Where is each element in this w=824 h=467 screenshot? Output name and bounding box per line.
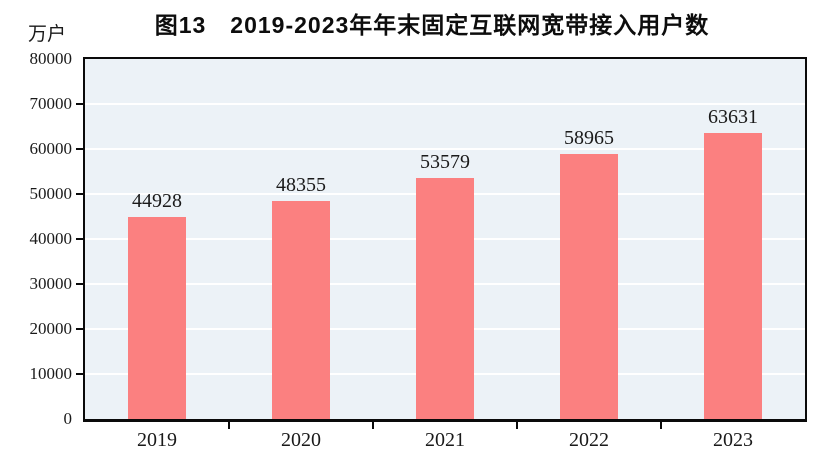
y-axis-tick-mark	[76, 373, 83, 375]
x-axis-category-label: 2022	[569, 429, 609, 451]
y-axis-tick-mark	[76, 193, 83, 195]
x-axis-tick-mark	[660, 422, 662, 429]
y-axis-tick-mark	[76, 328, 83, 330]
y-axis-tick-label: 60000	[29, 139, 73, 158]
y-axis-tick-label: 30000	[29, 274, 73, 293]
y-axis-tick-label: 20000	[29, 319, 73, 338]
bar	[704, 132, 762, 419]
x-axis-tick-mark	[372, 422, 374, 429]
chart-title: 图13 2019-2023年年末固定互联网宽带接入用户数	[154, 12, 710, 38]
y-axis-tick-mark	[76, 103, 83, 105]
y-axis-tick-mark	[76, 283, 83, 285]
bar-value-label: 53579	[420, 150, 470, 173]
bar	[416, 177, 474, 419]
y-axis-tick-mark	[76, 238, 83, 240]
bar-value-label: 44928	[132, 189, 182, 212]
y-axis-tick-mark	[76, 148, 83, 150]
y-axis-tick-label: 40000	[29, 229, 73, 248]
x-axis-tick-mark	[228, 422, 230, 429]
y-axis-tick-label: 0	[63, 409, 73, 428]
y-axis-tick-label: 50000	[29, 184, 73, 203]
y-axis-tick-label: 80000	[29, 49, 73, 68]
bar	[272, 201, 330, 419]
bar-value-label: 63631	[708, 105, 758, 128]
bar-value-label: 58965	[564, 126, 614, 149]
bar	[128, 216, 186, 419]
x-axis-category-label: 2023	[713, 429, 753, 451]
bar	[560, 153, 618, 419]
x-axis-tick-mark	[516, 422, 518, 429]
gridline	[85, 103, 805, 105]
gridline	[85, 148, 805, 150]
x-axis-category-label: 2020	[281, 429, 321, 451]
y-axis-tick-label: 70000	[29, 94, 73, 113]
x-axis-category-label: 2021	[425, 429, 465, 451]
y-axis-tick-label: 10000	[29, 364, 73, 383]
bar-value-label: 48355	[276, 174, 326, 197]
x-axis-category-label: 2019	[137, 429, 177, 451]
y-axis-unit-label: 万户	[28, 24, 67, 45]
